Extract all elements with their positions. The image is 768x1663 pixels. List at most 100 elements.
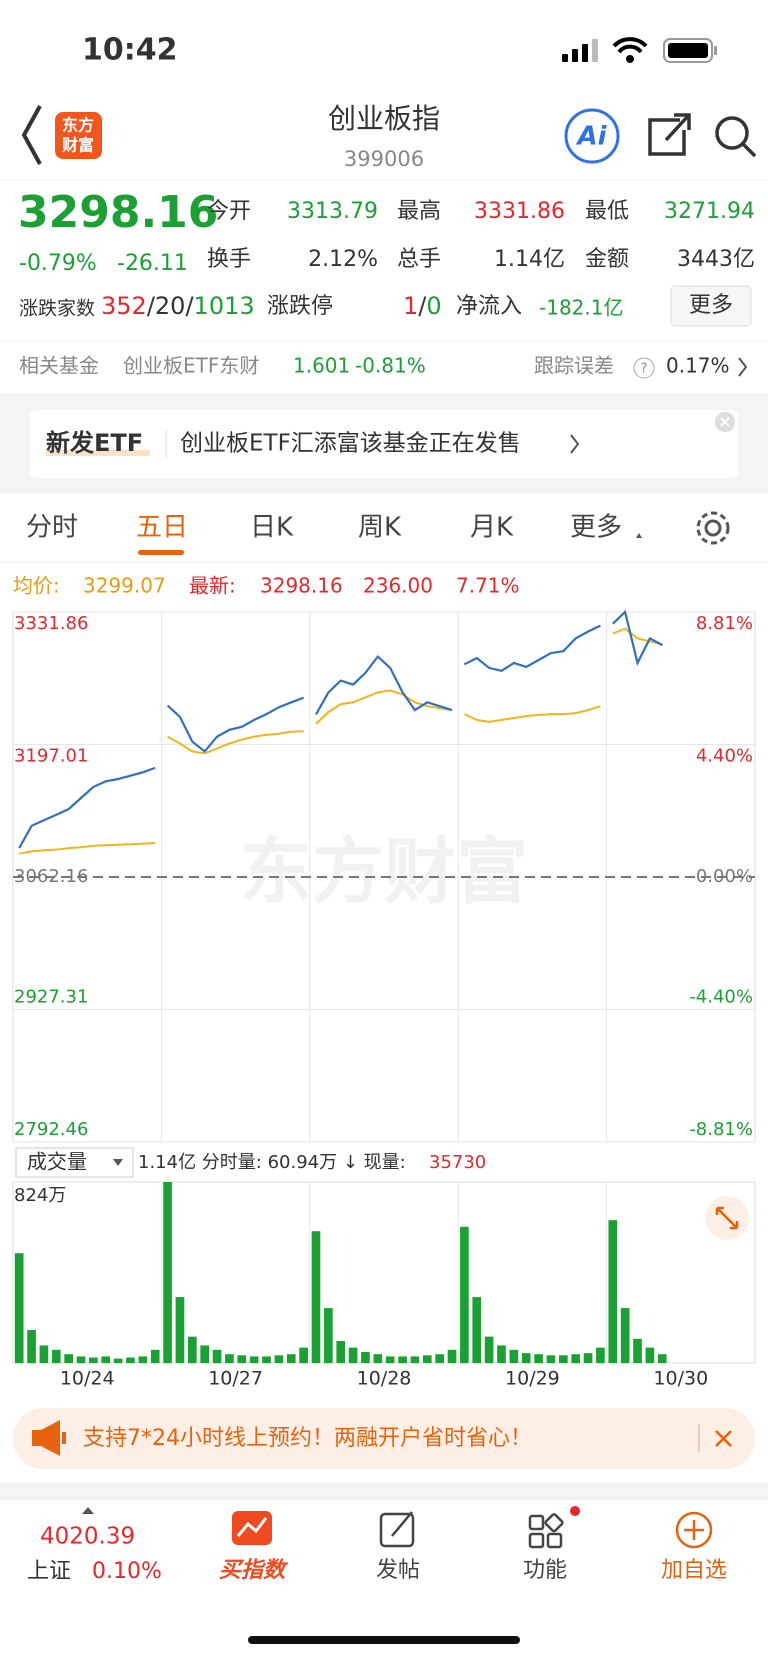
nav-item[interactable]: 功能: [523, 1558, 567, 1583]
inflow-label: 净流入: [456, 294, 522, 319]
volume-bar: [237, 1355, 247, 1363]
average-line: [612, 627, 663, 646]
field-label: 总手: [397, 247, 441, 272]
share-button[interactable]: [648, 113, 691, 156]
tab[interactable]: 分时: [26, 513, 78, 543]
x-tick-label: 10/29: [505, 1368, 560, 1390]
price-line: [18, 766, 156, 849]
volume-bar: [126, 1357, 135, 1363]
price-line: [166, 696, 304, 753]
chevron: [738, 357, 748, 377]
volume-bar: [311, 1231, 321, 1363]
volume-bar: [113, 1358, 123, 1363]
volume-bar: [596, 1347, 605, 1363]
banner-text: 创业板ETF汇添富该基金正在发售: [180, 431, 521, 457]
price-line: [463, 624, 601, 672]
tag-underline: [46, 450, 150, 456]
search-button[interactable]: [715, 116, 757, 158]
nav-item[interactable]: 发帖: [376, 1558, 420, 1583]
nav-icon: [528, 1513, 564, 1549]
volume-bar: [212, 1349, 222, 1363]
volume-summary: 1.14亿 分时量: 60.94万 ↓ 现量:: [138, 1152, 406, 1173]
volume-bar: [484, 1336, 494, 1363]
index-value[interactable]: 4020.39: [40, 1524, 135, 1550]
volume-bar: [249, 1356, 259, 1363]
volume-bar: [546, 1355, 556, 1363]
field-label: 最低: [585, 199, 629, 224]
band: [0, 1483, 768, 1499]
ad-banner[interactable]: [13, 1408, 755, 1469]
field-value: 1.14亿: [494, 247, 565, 272]
home-indicator: [248, 1636, 520, 1644]
average-line: [463, 705, 601, 723]
volume-bar: [163, 1182, 172, 1363]
volume-bar: [274, 1355, 284, 1363]
fund-change: -0.81%: [355, 354, 426, 378]
banner-close[interactable]: [715, 412, 735, 432]
tab[interactable]: 周K: [358, 513, 402, 543]
volume-bar: [150, 1349, 160, 1363]
nav-items: 买指数 发帖 功能 加自选: [219, 1558, 727, 1583]
y2-tick-label: -4.40%: [689, 986, 753, 1007]
volume-bar: [422, 1355, 432, 1363]
volume-selector[interactable]: [15, 1147, 134, 1178]
volume-bar: [472, 1297, 482, 1363]
tracking-value: 0.17%: [666, 354, 730, 378]
more-button[interactable]: [670, 285, 752, 327]
volume-bar: [583, 1353, 593, 1363]
y2-tick-label: 8.81%: [696, 613, 753, 634]
volume-bar: [51, 1349, 61, 1363]
field-value: 3331.86: [474, 199, 565, 224]
y-tick-label: 2792.46: [14, 1119, 88, 1140]
nav-item[interactable]: 买指数: [219, 1558, 288, 1583]
tab[interactable]: 更多: [570, 513, 622, 543]
more-label: 更多: [689, 293, 733, 318]
average-line: [19, 842, 156, 855]
banner[interactable]: [30, 410, 738, 478]
field-label: 金额: [585, 247, 629, 272]
nav-icon: [379, 1511, 415, 1548]
back-button[interactable]: [21, 105, 42, 165]
avg-value: 3299.07: [83, 574, 166, 598]
volume-bar: [175, 1297, 185, 1363]
tab[interactable]: 日K: [250, 513, 294, 543]
logo-text: 东方: [62, 116, 94, 135]
field-value: 3271.94: [664, 199, 755, 224]
y-tick-label: 3197.01: [14, 746, 88, 767]
fund-label: 相关基金: [19, 354, 99, 378]
x-tick-label: 10/27: [208, 1368, 263, 1390]
change-pct: -0.79%: [19, 251, 97, 276]
help-icon[interactable]: [633, 357, 655, 379]
inflow-value: -182.1亿: [539, 296, 623, 320]
field-value: 3313.79: [287, 199, 378, 224]
breadth-label: 涨跌家数: [19, 298, 95, 320]
info-pct: 7.71%: [456, 574, 520, 598]
volume-bar: [608, 1220, 618, 1363]
last-value: 3298.16: [260, 574, 343, 598]
price-line: [315, 654, 453, 715]
status-time: 10:42: [82, 33, 178, 68]
nav-item[interactable]: 加自选: [661, 1558, 727, 1583]
code: 399006: [344, 147, 424, 171]
index-change: 0.10%: [92, 1559, 162, 1584]
settings-button[interactable]: [696, 511, 730, 545]
ad-close[interactable]: [715, 1430, 732, 1447]
status-icons: [562, 37, 717, 63]
volume-bar: [76, 1356, 86, 1363]
volume-bar: [101, 1356, 111, 1363]
average-line: [167, 730, 304, 755]
volume-bar: [39, 1345, 49, 1363]
ai-button[interactable]: [564, 108, 620, 164]
watermark: 东方财富: [240, 830, 528, 914]
volume-bar: [447, 1349, 457, 1363]
tab[interactable]: 月K: [470, 513, 514, 543]
volume-bar: [286, 1354, 296, 1363]
expand-button[interactable]: [705, 1196, 749, 1240]
tab[interactable]: 五日: [136, 513, 188, 543]
volume-current: 35730: [429, 1152, 486, 1173]
caret: [82, 1507, 94, 1514]
volume-bar: [14, 1253, 24, 1363]
volume-bar: [262, 1356, 271, 1363]
price: 3298.16: [18, 187, 218, 238]
